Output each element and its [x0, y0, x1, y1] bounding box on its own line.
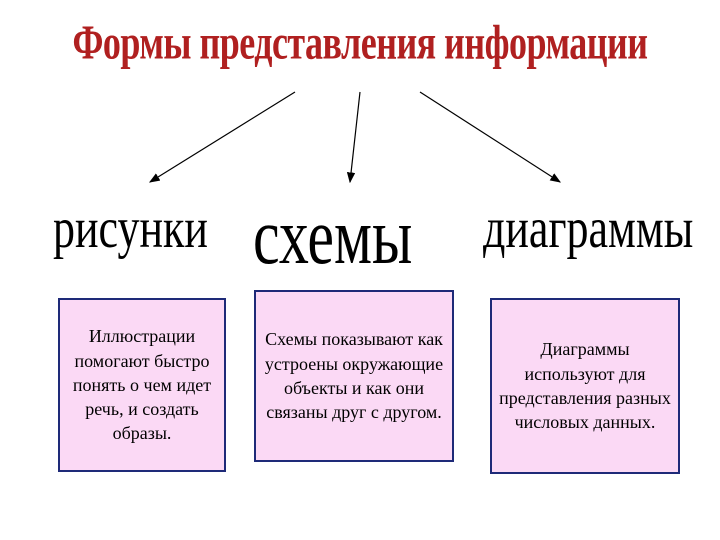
branch-label-left: рисунки	[53, 195, 208, 261]
description-text: Иллюстрации помогают быстро понять о чем…	[66, 324, 218, 445]
arrow-line	[150, 92, 295, 182]
description-box-center: Схемы показывают как устроены окружающие…	[254, 290, 454, 462]
description-text: Диаграммы используют для представления р…	[498, 337, 672, 434]
arrow-line	[420, 92, 560, 182]
main-title: Формы представления информации	[72, 14, 647, 71]
branch-arrows	[0, 84, 720, 194]
description-text: Схемы показывают как устроены окружающие…	[262, 327, 446, 424]
branch-label-right: диаграммы	[483, 195, 693, 261]
arrow-line	[350, 92, 360, 182]
description-box-left: Иллюстрации помогают быстро понять о чем…	[58, 298, 226, 472]
branch-label-center: схемы	[253, 190, 412, 283]
description-box-right: Диаграммы используют для представления р…	[490, 298, 680, 474]
